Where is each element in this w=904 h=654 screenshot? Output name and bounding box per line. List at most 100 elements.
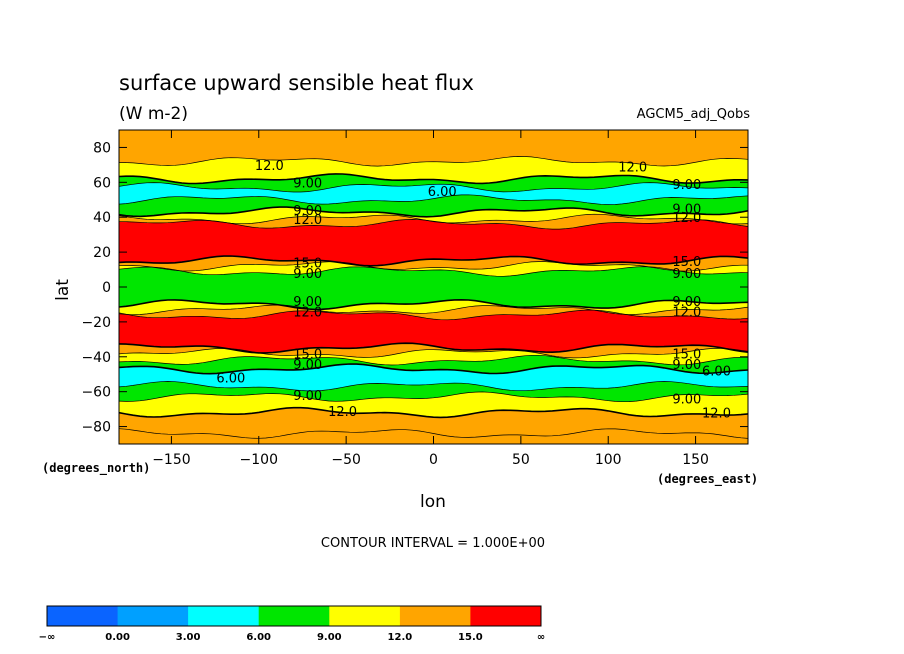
colorbar-label-1: 0.00 [105,632,130,643]
contour-label-14: 12.0 [293,305,322,320]
colorbar-label-7: ∞ [537,632,545,643]
contour-line-20 [119,156,748,167]
contour-line-3 [119,381,748,392]
contour-label-13: 9.00 [293,295,322,310]
contour-line-13 [119,255,748,267]
colorbar-frame [46,605,542,627]
colorbar-label-5: 12.0 [388,632,413,643]
chart-title: surface upward sensible heat flux [119,71,474,95]
colorbar-swatch-2 [188,606,260,626]
contour-label-2: 9.00 [293,176,322,191]
band-3 [119,381,748,402]
contour-line-0 [119,428,748,439]
contour-labels: 12.0 12.09.006.00 9.009.0012.09.0012.015.0… [216,159,731,422]
contour-line-17 [119,194,748,205]
contour-label-18: 9.00 [293,358,322,373]
contour-label-7: 9.00 [672,203,701,218]
plot-area: 12.0 12.09.006.00 9.009.0012.09.0012.015.0… [119,130,748,444]
contour-line-5 [119,354,748,366]
y-tick-label-1: −60 [81,385,111,401]
contour-line-19 [119,173,748,185]
contour-label-25: 9.00 [672,393,701,408]
band-9 [119,305,748,320]
contour-line-7 [119,342,748,354]
y-tick-label-6: 40 [93,210,111,226]
contour-label-1: 12.0 [618,161,647,176]
colorbar-label-6: 15.0 [458,632,483,643]
y-tick-label-3: −20 [81,315,111,331]
band-13 [119,256,748,272]
contour-label-26: 12.0 [702,407,731,422]
band-2 [119,391,748,418]
contour-line-16 [119,206,748,218]
x-tick-label-1: −100 [240,452,278,468]
band-8 [119,310,748,353]
band-15 [119,214,748,230]
chart-units: (W m-2) [119,104,188,124]
contour-line-1 [119,406,748,419]
contour-line-11 [119,266,748,277]
color-bands [119,130,748,444]
contour-label-6: 12.0 [293,213,322,228]
band-17 [119,194,748,217]
contour-line-9 [119,304,748,316]
contour-label-9: 15.0 [293,257,322,272]
contour-label-0: 12.0 [255,159,284,174]
band-21 [119,130,748,167]
band-1 [119,407,748,439]
contour-label-3: 6.00 [428,185,457,200]
contour-label-5: 9.00 [293,204,322,219]
y-tick-label-2: −40 [81,350,111,366]
colorbar-label-3: 6.00 [246,632,271,643]
colorbar-label-2: 3.00 [176,632,201,643]
x-tick-label-5: 100 [595,452,622,468]
colorbar-label-0: −∞ [39,632,56,643]
contour-label-4: 9.00 [672,178,701,193]
band-11 [119,266,748,310]
band-14 [119,219,748,266]
colorbar: −∞ 0.00 3.00 6.00 9.00 12.0 15.0 ∞ [39,605,545,643]
contour-line-2 [119,391,748,403]
contour-label-23: 9.00 [293,389,322,404]
contour-label-8: 12.0 [672,211,701,226]
band-4 [119,364,748,391]
band-18 [119,182,748,205]
contour-label-22: 6.00 [702,365,731,380]
contour-line-12 [119,261,748,272]
colorbar-swatch-0 [47,606,119,626]
x-tick-label-6: 150 [682,452,709,468]
contour-label-21: 6.00 [216,372,245,387]
colorbar-swatch-6 [470,606,542,626]
contour-label-17: 15.0 [293,347,322,362]
y-tick-label-4: 0 [102,280,111,296]
y-tick-label-0: −80 [81,420,111,436]
band-16 [119,207,748,224]
contour-label-16: 12.0 [672,305,701,320]
x-axis: −150 −100 −50 0 50 100 150 [152,130,709,468]
x-axis-label: lon [420,492,446,512]
band-10 [119,299,748,315]
y-tick-label-7: 60 [93,175,111,191]
contour-label-12: 9.00 [672,267,701,282]
x-tick-label-3: 0 [429,452,438,468]
contour-label-11: 15.0 [672,255,701,270]
y-axis: −80 −60 −40 −20 0 20 40 60 80 [81,140,748,436]
contour-line-10 [119,298,748,311]
x-tick-label-2: −50 [331,452,361,468]
contour-line-18 [119,182,748,193]
contour-line-4 [119,363,748,375]
contour-line-15 [119,213,748,225]
dataset-label: AGCM5_adj_Qobs [637,107,751,122]
x-axis-units: (degrees_east) [657,472,758,487]
colorbar-swatch-4 [329,606,401,626]
x-tick-label-4: 50 [512,452,530,468]
y-tick-label-8: 80 [93,140,111,156]
colorbar-swatch-1 [117,606,189,626]
y-tick-label-5: 20 [93,245,111,261]
contour-label-24: 12.0 [328,405,357,420]
contour-label-10: 9.00 [293,267,322,282]
colorbar-label-4: 9.00 [317,632,342,643]
contour-lines [119,156,748,439]
band-6 [119,348,748,365]
